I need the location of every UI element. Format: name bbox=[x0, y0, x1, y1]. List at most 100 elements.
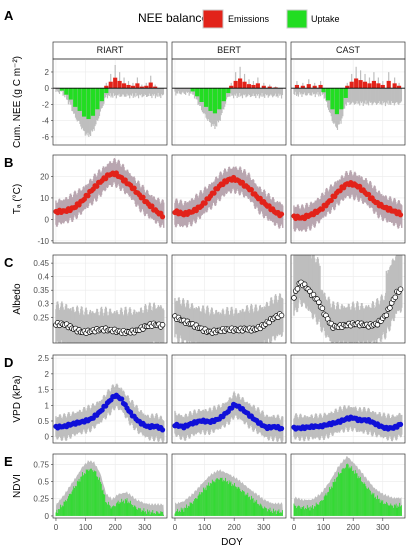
bar-uptake bbox=[77, 88, 82, 111]
data-point bbox=[365, 191, 372, 197]
ndvi-bar bbox=[347, 464, 349, 516]
bar-uptake bbox=[190, 88, 195, 92]
ndvi-bar bbox=[129, 503, 131, 516]
ndvi-bar bbox=[249, 496, 250, 516]
ndvi-bar bbox=[341, 469, 343, 516]
ndvi-bar bbox=[106, 502, 107, 516]
ndvi-bar bbox=[183, 511, 185, 516]
bar-emissions bbox=[376, 83, 381, 89]
bar-emissions bbox=[251, 84, 256, 89]
ndvi-bar bbox=[83, 475, 84, 516]
y-tick-label: 0.35 bbox=[33, 286, 49, 295]
ndvi-bar bbox=[80, 476, 82, 516]
ndvi-bar bbox=[219, 477, 221, 516]
ndvi-bar bbox=[386, 503, 388, 516]
ndvi-bar bbox=[126, 498, 128, 516]
ndvi-bar bbox=[218, 479, 220, 516]
ndvi-bar bbox=[196, 498, 198, 516]
ndvi-bar bbox=[342, 468, 344, 516]
ndvi-bar bbox=[214, 482, 216, 516]
y-axis-label-C: Albedo bbox=[12, 283, 23, 315]
ndvi-bar bbox=[143, 508, 145, 516]
data-point bbox=[119, 396, 125, 402]
ndvi-bar bbox=[159, 513, 161, 516]
bar-emissions bbox=[392, 83, 397, 89]
panel-frame bbox=[52, 354, 168, 444]
ndvi-bar bbox=[265, 507, 266, 516]
panel-frame bbox=[171, 354, 287, 444]
ndvi-bar bbox=[274, 511, 275, 516]
ndvi-bar bbox=[218, 479, 219, 516]
ndvi-bar bbox=[273, 508, 274, 516]
panel-frame bbox=[290, 154, 406, 244]
ndvi-bar bbox=[316, 504, 318, 516]
bar-emissions bbox=[153, 86, 158, 89]
data-point bbox=[211, 190, 217, 196]
ndvi-bar bbox=[107, 504, 108, 516]
legend-key-uptake bbox=[286, 9, 308, 29]
ndvi-bar bbox=[144, 512, 146, 516]
ndvi-bar bbox=[279, 513, 281, 516]
bar-uptake bbox=[64, 88, 69, 95]
ndvi-bar bbox=[88, 471, 90, 516]
ndvi-bar bbox=[258, 505, 260, 516]
ndvi-bar bbox=[78, 478, 80, 516]
ndvi-bar bbox=[312, 505, 314, 516]
ndvi-bar bbox=[157, 512, 159, 516]
bar-emissions bbox=[233, 80, 238, 89]
ndvi-bar bbox=[384, 503, 385, 516]
ndvi-bar bbox=[118, 503, 120, 516]
ndvi-bar bbox=[178, 511, 179, 516]
panel-letter-E: E bbox=[4, 454, 13, 469]
ndvi-bar bbox=[175, 511, 177, 516]
data-point bbox=[392, 294, 398, 301]
ndvi-bar bbox=[351, 466, 353, 516]
ndvi-bar bbox=[130, 500, 131, 516]
panel-D: D VPD (kPa) 0 0.5 1 1.5 2 2.5 bbox=[4, 354, 406, 444]
bar-uptake bbox=[95, 88, 100, 110]
ndvi-bar bbox=[77, 481, 79, 516]
facet-title-cast: CAST bbox=[336, 45, 361, 55]
ndvi-bar bbox=[345, 464, 347, 516]
ndvi-bar bbox=[272, 512, 274, 516]
ndvi-bar bbox=[200, 494, 202, 516]
plot-body bbox=[53, 65, 167, 137]
ndvi-bar bbox=[236, 488, 238, 516]
ndvi-bar bbox=[306, 505, 308, 516]
ndvi-bar bbox=[378, 498, 380, 516]
data-point bbox=[397, 421, 404, 427]
ndvi-bar bbox=[82, 472, 83, 516]
ndvi-bar bbox=[299, 507, 301, 516]
ndvi-bar bbox=[224, 481, 226, 516]
panel-frame bbox=[171, 154, 287, 244]
ndvi-bar bbox=[99, 481, 101, 516]
ndvi-bar bbox=[216, 478, 218, 516]
ndvi-bar bbox=[344, 468, 345, 516]
ndvi-bar bbox=[266, 511, 268, 516]
data-point bbox=[85, 193, 91, 199]
ndvi-bar bbox=[377, 495, 378, 516]
ndvi-bar bbox=[333, 482, 335, 516]
y-tick-label: 0 bbox=[45, 433, 50, 442]
ndvi-bar bbox=[58, 509, 60, 516]
ndvi-bar bbox=[315, 502, 317, 516]
ndvi-bar bbox=[396, 507, 398, 516]
ndvi-bar bbox=[96, 476, 98, 516]
ndvi-bar bbox=[310, 506, 312, 516]
plot-D-bert bbox=[171, 354, 287, 444]
ndvi-bar bbox=[91, 468, 92, 516]
ndvi-bar bbox=[239, 488, 241, 516]
panel-frame bbox=[171, 58, 287, 146]
data-point bbox=[387, 305, 393, 311]
bar-uptake bbox=[217, 88, 222, 110]
ndvi-bar bbox=[375, 496, 377, 516]
ndvi-bar bbox=[260, 504, 262, 516]
ndvi-bar bbox=[257, 503, 258, 516]
bar-emissions bbox=[345, 85, 350, 89]
bar-emissions bbox=[139, 86, 144, 89]
ndvi-bar bbox=[184, 507, 186, 516]
y-tick-label: 1.5 bbox=[38, 386, 50, 395]
ndvi-bar bbox=[322, 500, 323, 516]
ndvi-bar bbox=[235, 486, 237, 516]
y-tick-label: 0 bbox=[45, 215, 50, 224]
